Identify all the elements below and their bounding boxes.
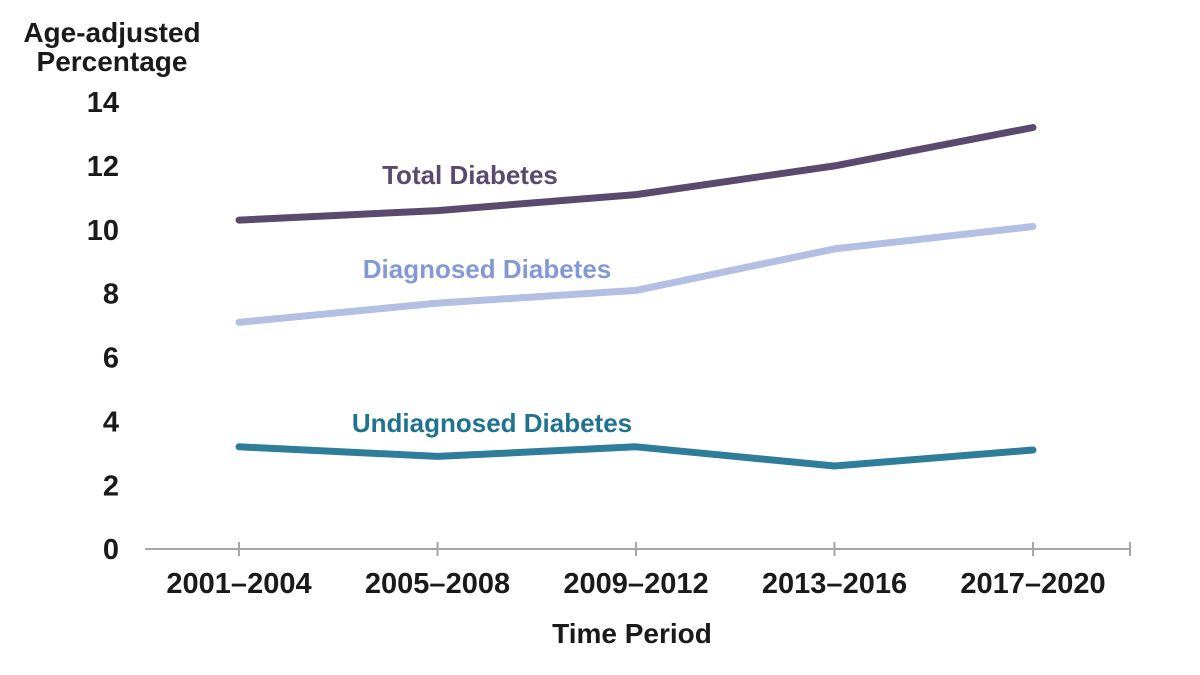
- series-label-undiagnosed-diabetes: Undiagnosed Diabetes: [352, 408, 632, 438]
- y-tick-label: 8: [103, 279, 119, 311]
- series-label-total-diabetes: Total Diabetes: [382, 160, 558, 190]
- x-tick-label: 2013–2016: [762, 568, 907, 600]
- y-tick-label: 14: [87, 87, 119, 119]
- x-tick-label: 2017–2020: [960, 568, 1105, 600]
- y-tick-label: 10: [87, 215, 119, 247]
- y-tick-label: 4: [103, 406, 119, 438]
- x-tick-label: 2009–2012: [563, 568, 708, 600]
- series-line-undiagnosed-diabetes: [235, 443, 1037, 470]
- y-axis-title-line-1: Age-adjusted: [23, 17, 200, 48]
- series-label-diagnosed-diabetes: Diagnosed Diabetes: [363, 254, 612, 284]
- y-tick-label: 2: [103, 470, 119, 502]
- series-line-diagnosed-diabetes: [235, 223, 1037, 326]
- x-tick-label: 2005–2008: [365, 568, 510, 600]
- x-axis-title: Time Period: [552, 618, 712, 649]
- y-tick-label: 12: [87, 151, 119, 183]
- x-tick-label: 2001–2004: [166, 568, 311, 600]
- series-line-total-diabetes: [235, 124, 1037, 224]
- y-tick-label: 6: [103, 343, 119, 375]
- y-axis-title-line-2: Percentage: [37, 46, 188, 77]
- y-tick-label: 0: [103, 534, 119, 566]
